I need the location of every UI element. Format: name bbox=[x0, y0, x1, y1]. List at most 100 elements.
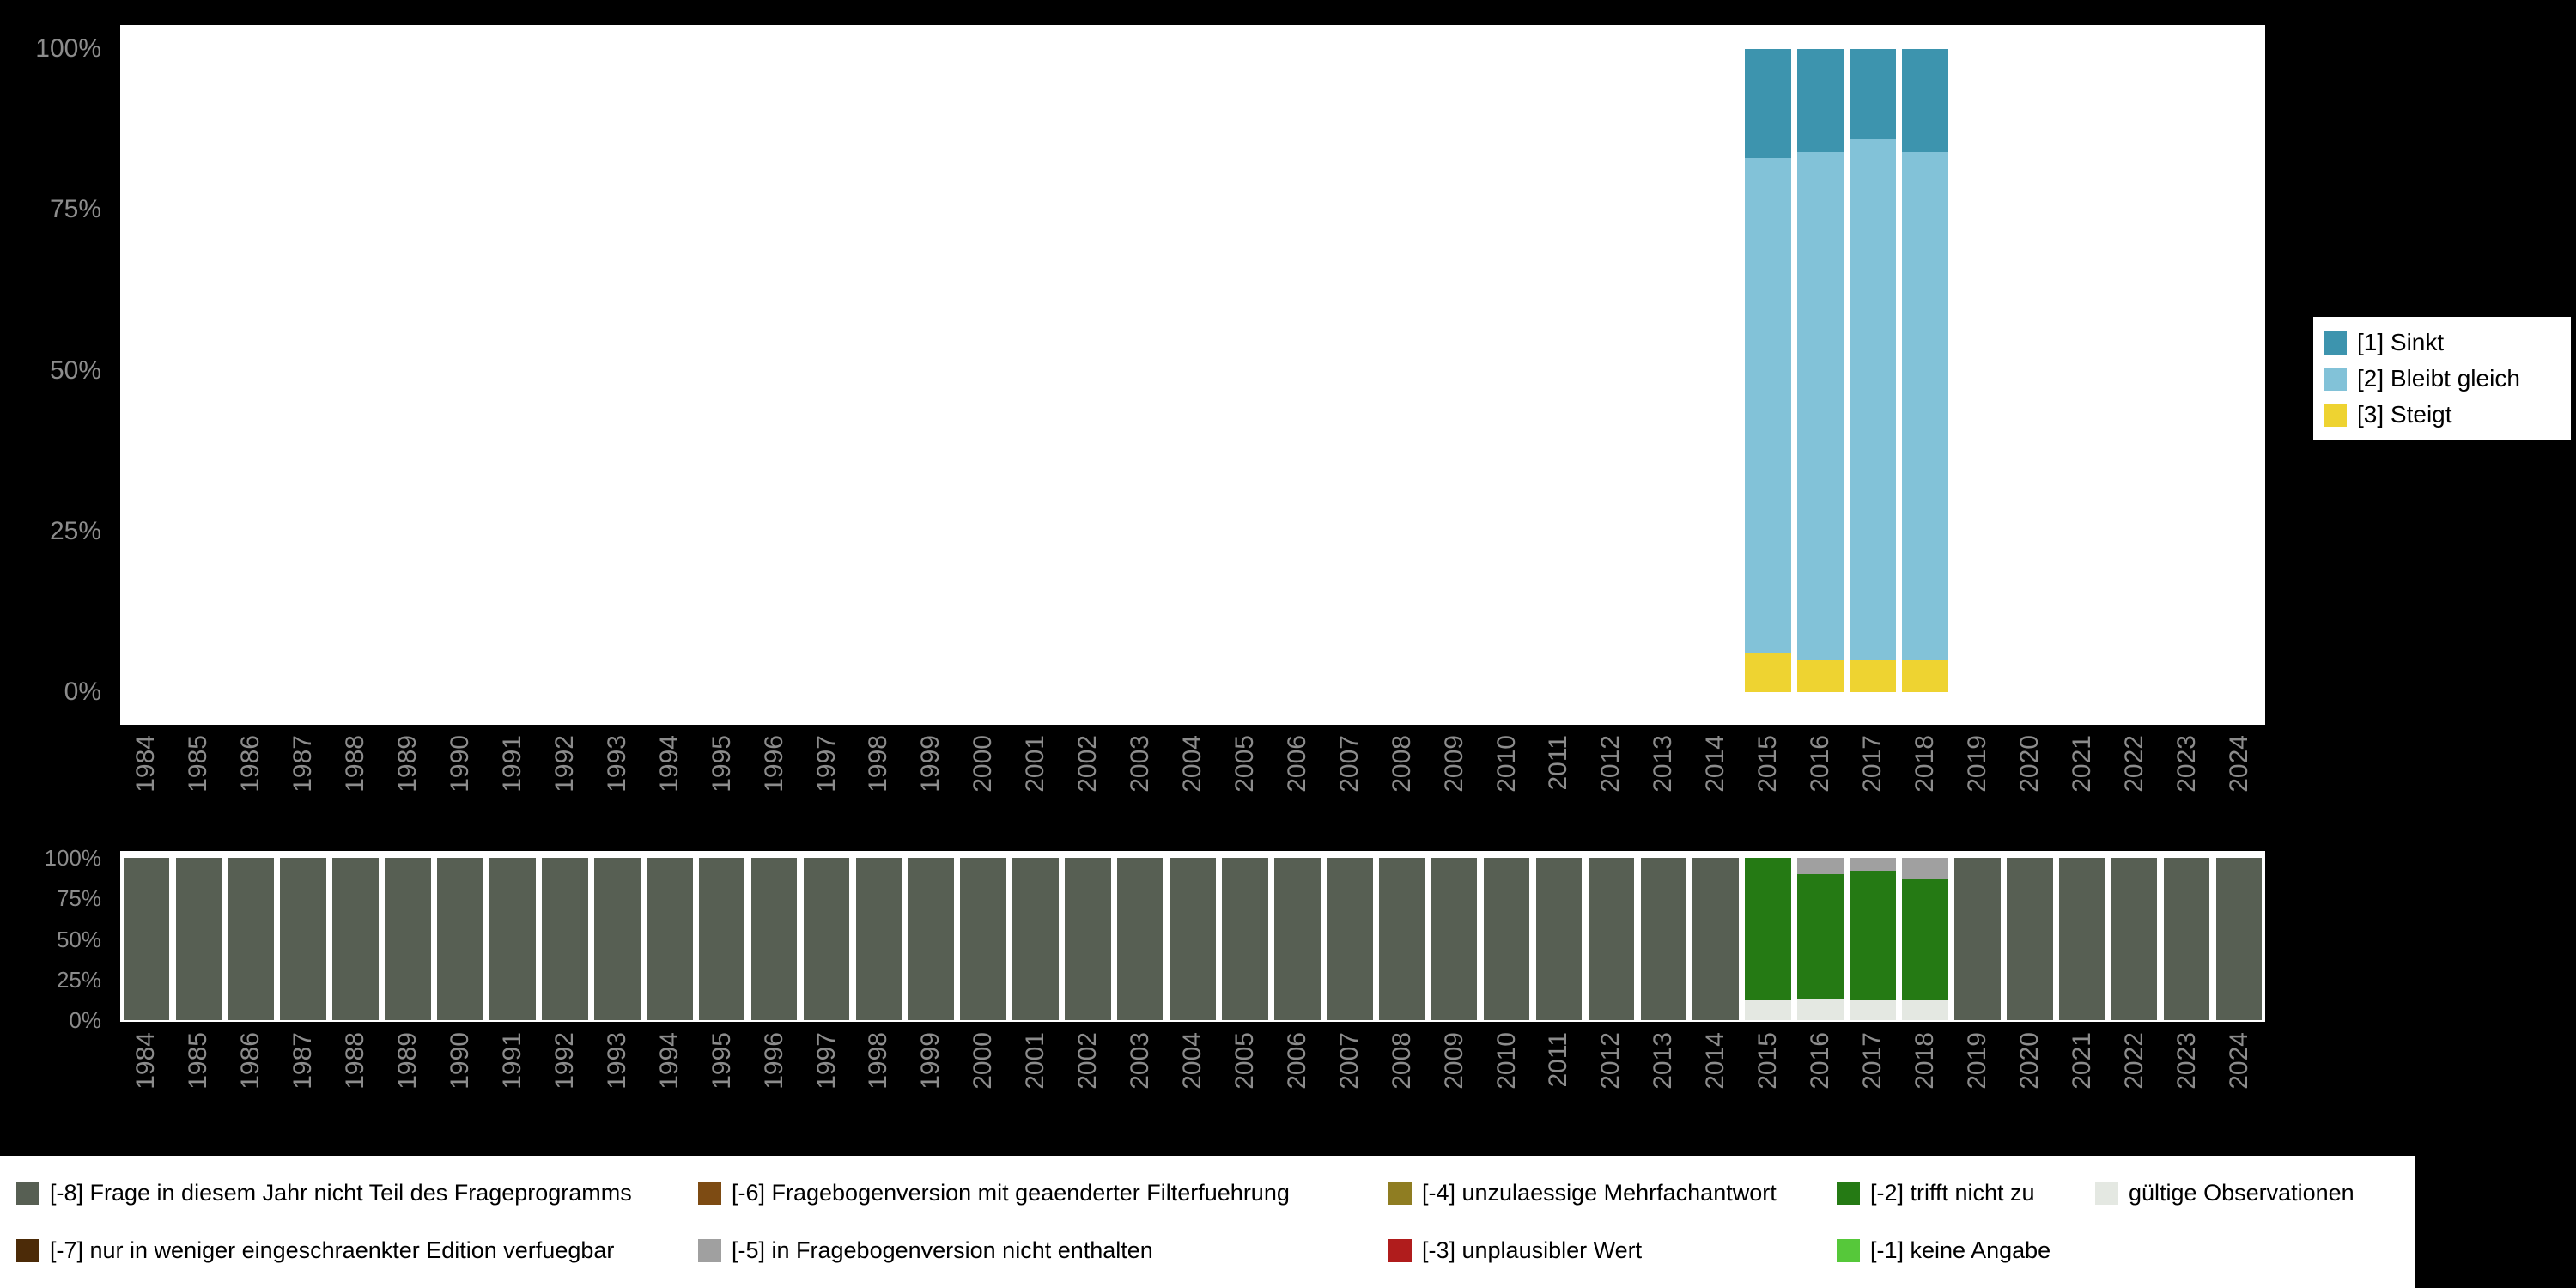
bar-stack-1990 bbox=[437, 858, 483, 1020]
x-tick-label: 2012 bbox=[1596, 735, 1625, 793]
bar-2022 bbox=[2108, 858, 2160, 1020]
legend-item: [-6] Fragebogenversion mit geaenderter F… bbox=[698, 1180, 1388, 1206]
x-tick-2018: 2018 bbox=[1899, 1032, 1952, 1133]
bar-stack-2023 bbox=[2164, 49, 2210, 692]
legend-item: [-2] trifft nicht zu bbox=[1837, 1180, 2095, 1206]
x-tick-2024: 2024 bbox=[2213, 1032, 2265, 1133]
bar-stack-2011 bbox=[1535, 858, 1583, 1020]
legend-label: [-1] keine Angabe bbox=[1870, 1237, 2051, 1263]
x-tick-1985: 1985 bbox=[173, 1032, 225, 1133]
x-tick-2003: 2003 bbox=[1115, 1032, 1167, 1133]
bar-1996 bbox=[748, 858, 800, 1020]
bar-segment bbox=[593, 858, 641, 1020]
bar-segment bbox=[1797, 999, 1844, 1020]
x-tick-2011: 2011 bbox=[1533, 735, 1585, 835]
bar-stack-2003 bbox=[1117, 49, 1163, 692]
bar-2000 bbox=[957, 858, 1010, 1020]
missing-chart-x-axis: 1984 1985 1986 1987 1988 1989 1990 1991 1992 1993… bbox=[120, 1029, 2265, 1133]
bar-segment bbox=[1012, 858, 1060, 1020]
bar-2024 bbox=[2213, 858, 2265, 1020]
bar-segment bbox=[2007, 858, 2053, 1020]
x-tick-label: 2016 bbox=[1806, 735, 1835, 793]
bar-segment bbox=[1902, 151, 1948, 660]
bar-segment bbox=[1745, 858, 1791, 1001]
x-tick-2002: 2002 bbox=[1062, 1032, 1115, 1133]
legend-item: [-7] nur in weniger eingeschraenkter Edi… bbox=[16, 1237, 698, 1264]
bar-2010 bbox=[1480, 49, 1533, 692]
x-tick-2019: 2019 bbox=[1951, 735, 2003, 835]
bar-1985 bbox=[173, 858, 225, 1020]
y-tick-label: 50% bbox=[49, 355, 101, 385]
x-tick-2004: 2004 bbox=[1167, 1032, 1219, 1133]
x-tick-label: 1996 bbox=[759, 1032, 788, 1090]
x-tick-label: 1986 bbox=[236, 735, 265, 793]
bar-2003 bbox=[1115, 49, 1167, 692]
bar-2012 bbox=[1585, 49, 1637, 692]
x-tick-label: 2020 bbox=[2014, 735, 2044, 793]
x-tick-label: 2021 bbox=[2067, 735, 2096, 793]
bar-2005 bbox=[1218, 858, 1271, 1020]
x-tick-1995: 1995 bbox=[696, 1032, 748, 1133]
missing-chart-y-axis: 100% 75% 50% 25% 0% bbox=[0, 847, 112, 1031]
x-tick-2009: 2009 bbox=[1428, 735, 1480, 835]
x-tick-2001: 2001 bbox=[1010, 1032, 1062, 1133]
bar-1992 bbox=[538, 49, 591, 692]
bar-2019 bbox=[1951, 49, 2003, 692]
x-tick-2010: 2010 bbox=[1480, 735, 1533, 835]
x-tick-1986: 1986 bbox=[225, 1032, 277, 1133]
x-tick-2000: 2000 bbox=[957, 1032, 1010, 1133]
x-tick-2001: 2001 bbox=[1010, 735, 1062, 835]
bar-stack-1999 bbox=[908, 49, 955, 692]
bar-stack-1997 bbox=[804, 49, 850, 692]
bar-stack-2013 bbox=[1640, 858, 1687, 1020]
bar-segment bbox=[1483, 858, 1530, 1020]
bar-1994 bbox=[643, 49, 696, 692]
bar-stack-1988 bbox=[332, 49, 379, 692]
bar-stack-2019 bbox=[1954, 49, 2001, 692]
x-tick-label: 1996 bbox=[759, 735, 788, 793]
bar-stack-2022 bbox=[2111, 858, 2158, 1020]
missing-values-legend: [-8] Frage in diesem Jahr nicht Teil des… bbox=[0, 1156, 2415, 1288]
bar-stack-2006 bbox=[1274, 858, 1321, 1020]
bar-2017 bbox=[1847, 49, 1899, 692]
bar-stack-1997 bbox=[803, 858, 850, 1020]
bar-stack-1998 bbox=[855, 858, 902, 1020]
x-tick-2003: 2003 bbox=[1115, 735, 1167, 835]
x-tick-label: 2006 bbox=[1282, 1032, 1311, 1090]
bar-stack-2005 bbox=[1222, 49, 1268, 692]
x-tick-1990: 1990 bbox=[434, 735, 487, 835]
bar-1993 bbox=[591, 858, 643, 1020]
opinion-legend: [1] Sinkt [2] Bleibt gleich [3] Steigt bbox=[2313, 317, 2571, 440]
x-tick-2023: 2023 bbox=[2160, 735, 2213, 835]
bar-segment bbox=[2215, 858, 2263, 1020]
legend-item: [1] Sinkt bbox=[2324, 329, 2561, 356]
x-tick-label: 2009 bbox=[1439, 735, 1468, 793]
bar-segment bbox=[1797, 151, 1844, 660]
legend-swatch bbox=[16, 1182, 39, 1205]
bar-segment bbox=[1535, 858, 1583, 1020]
bar-2020 bbox=[2003, 49, 2056, 692]
bar-stack-2022 bbox=[2111, 49, 2158, 692]
bar-2016 bbox=[1795, 858, 1847, 1020]
x-tick-label: 2003 bbox=[1126, 735, 1155, 793]
legend-label: [-3] unplausibler Wert bbox=[1422, 1237, 1643, 1263]
bar-2019 bbox=[1951, 858, 2003, 1020]
bar-stack-2020 bbox=[2007, 858, 2053, 1020]
opinion-chart-panel bbox=[120, 25, 2265, 725]
bar-stack-1986 bbox=[228, 858, 275, 1020]
bar-1998 bbox=[853, 858, 905, 1020]
x-tick-2018: 2018 bbox=[1899, 735, 1952, 835]
x-tick-label: 2017 bbox=[1858, 735, 1887, 793]
bar-segment bbox=[750, 858, 798, 1020]
x-tick-2012: 2012 bbox=[1585, 1032, 1637, 1133]
bar-1990 bbox=[434, 858, 487, 1020]
bar-2007 bbox=[1323, 858, 1376, 1020]
x-tick-2002: 2002 bbox=[1062, 735, 1115, 835]
x-tick-2013: 2013 bbox=[1637, 735, 1690, 835]
bar-1999 bbox=[905, 49, 957, 692]
bar-1995 bbox=[696, 858, 748, 1020]
bar-segment bbox=[1431, 858, 1478, 1020]
x-tick-1990: 1990 bbox=[434, 1032, 487, 1133]
x-tick-1993: 1993 bbox=[591, 735, 643, 835]
x-tick-1991: 1991 bbox=[486, 1032, 538, 1133]
